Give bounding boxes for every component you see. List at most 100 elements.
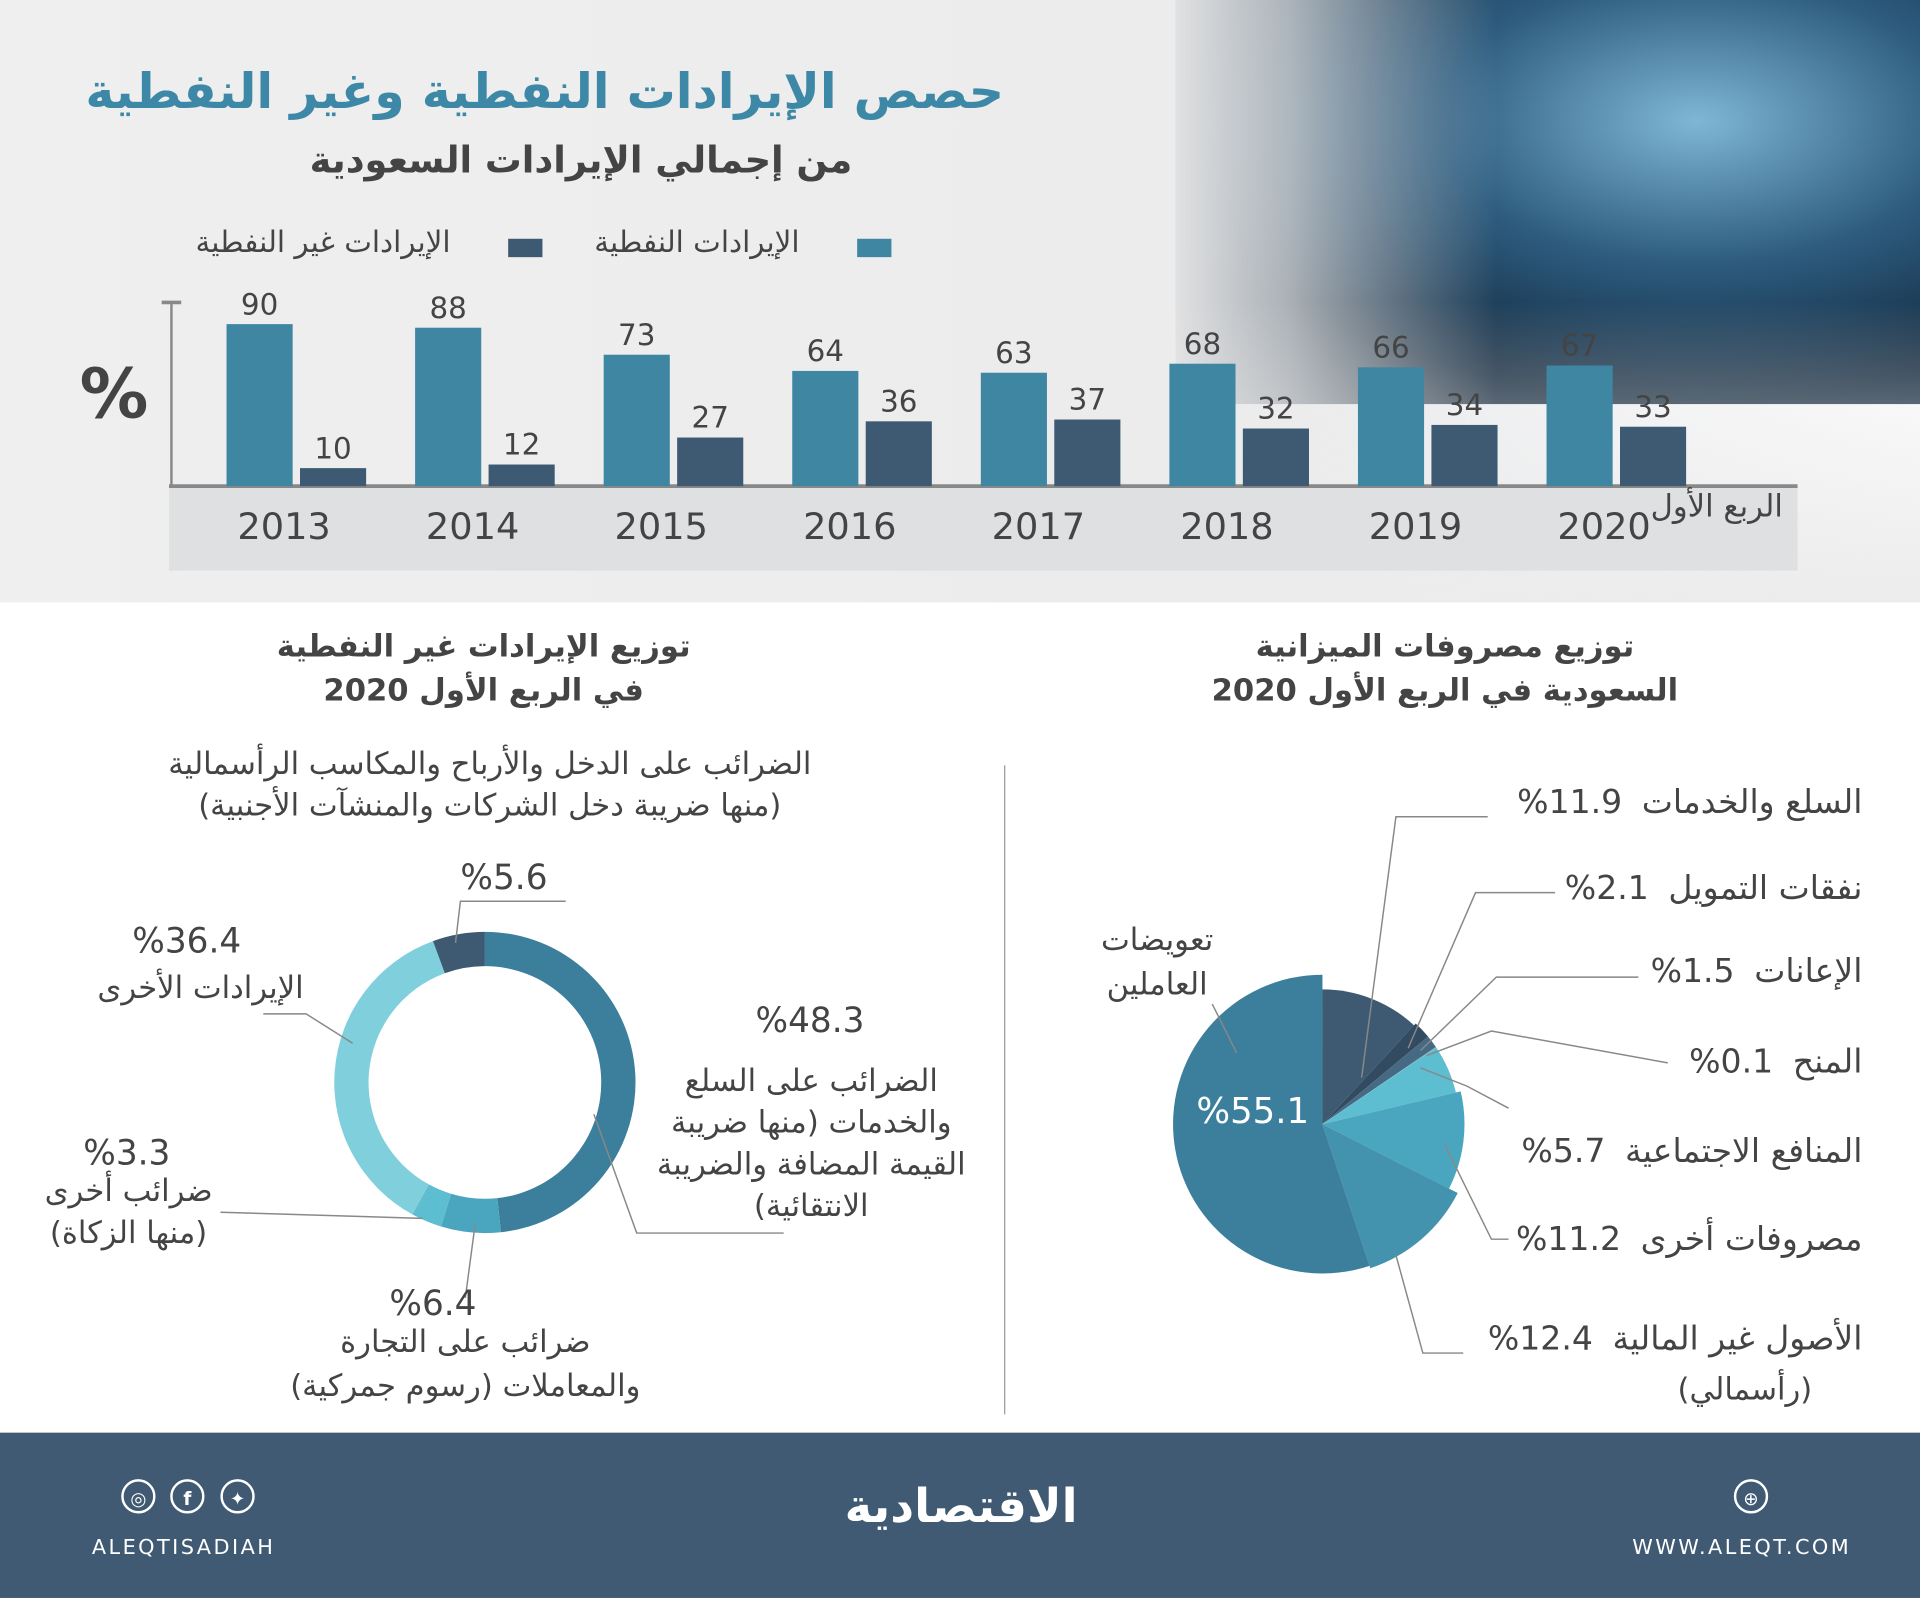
- label-income-tax-line2: (منها ضريبة دخل الشركات والمنشآت الأجنبي…: [198, 787, 782, 823]
- label-other-revenue: الإيرادات الأخرى: [97, 969, 304, 1006]
- bar-value-label: 88: [429, 291, 466, 325]
- bar-value-label: 73: [618, 318, 655, 352]
- brand-logo: الاقتصادية: [844, 1479, 1078, 1534]
- x-tick-label: 2018: [1180, 505, 1273, 548]
- bar-value-label: 10: [314, 431, 351, 465]
- pie-label-name: مصروفات أخرى: [1640, 1220, 1863, 1259]
- pie-label-value: %1.5: [1650, 952, 1735, 991]
- pie-label: نفقات التمويل %2.1: [1565, 869, 1863, 907]
- bar-value-label: 66: [1372, 331, 1409, 365]
- pie-label-name: السلع والخدمات: [1641, 783, 1863, 822]
- donut-slice: [412, 1184, 452, 1227]
- x-tick-label: 2013: [237, 505, 330, 548]
- pie-label: السلع والخدمات %11.9: [1517, 784, 1862, 822]
- pie-title-line1: توزيع مصروفات الميزانية: [1255, 628, 1635, 664]
- pie-label-value: %11.9: [1517, 783, 1623, 822]
- donut-slice: [441, 1193, 501, 1234]
- instagram-icon[interactable]: ◎: [121, 1479, 156, 1514]
- bar-value-label: 37: [1069, 383, 1106, 417]
- bar-non-oil-2019: [1431, 424, 1498, 487]
- pie-title: توزيع مصروفات الميزانية السعودية في الرب…: [1176, 624, 1715, 712]
- x-axis-note: الربع الأول: [1650, 488, 1783, 525]
- x-tick-label: 2016: [803, 505, 896, 548]
- pie-label-value: %12.4: [1487, 1320, 1593, 1358]
- bar-non-oil-2020: [1620, 426, 1687, 487]
- label-income-tax-line1: الضرائب على الدخل والأرباح والمكاسب الرأ…: [168, 745, 812, 782]
- x-tick-label: 2015: [614, 505, 707, 548]
- value-compensation: %55.1: [1196, 1089, 1310, 1132]
- bar-oil-2018: [1169, 363, 1236, 487]
- pie-label-name: الأصول غير المالية: [1612, 1320, 1863, 1358]
- pie-slice: [1322, 989, 1415, 1125]
- pie-label: مصروفات أخرى %11.2: [1516, 1221, 1862, 1259]
- bar-non-oil-2016: [865, 421, 932, 487]
- pie-label-name: المنافع الاجتماعية: [1625, 1132, 1863, 1171]
- label-compensation-line1: تعويضات: [1100, 922, 1214, 958]
- bar-value-label: 36: [880, 385, 917, 419]
- page-title: حصص الإيرادات النفطية وغير النفطية: [85, 63, 1005, 121]
- x-axis-band: [168, 487, 1798, 571]
- pie-slice: [1322, 1036, 1436, 1125]
- label-income-tax: الضرائب على الدخل والأرباح والمكاسب الرأ…: [147, 743, 833, 826]
- label-other-tax-line2: (منها الزكاة): [49, 1214, 208, 1251]
- bar-oil-2015: [603, 354, 670, 487]
- bar-oil-2019: [1357, 367, 1425, 487]
- label-trade-tax-line2: والمعاملات (رسوم جمركية): [290, 1367, 641, 1404]
- bar-value-label: 33: [1634, 390, 1671, 424]
- bar-value-label: 12: [503, 428, 540, 462]
- legend-label-oil: الإيرادات النفطية: [594, 225, 800, 260]
- pie-label: الأصول غير المالية %12.4: [1488, 1320, 1863, 1358]
- pie-charts: [220, 816, 1668, 1354]
- bar-non-oil-2015: [677, 437, 744, 487]
- donut-title-line2: في الربع الأول 2020: [323, 672, 644, 708]
- bar-chart: 90 10 2013 88 12 2014 73 27 2015 64 36 2016 63 37 2017…: [161, 287, 1798, 571]
- donut-slice: [334, 941, 445, 1215]
- bar-value-label: 64: [807, 334, 844, 368]
- label-assets-line2: (رأسمالي): [1677, 1371, 1813, 1407]
- bar-value-label: 63: [995, 336, 1032, 370]
- x-tick-label: 2019: [1369, 505, 1462, 548]
- pie-label-value: %11.2: [1515, 1220, 1622, 1259]
- pie-label: المنح %0.1: [1689, 1043, 1862, 1081]
- label-other-tax: ضرائب أخرى (منها الزكاة): [37, 1171, 221, 1254]
- label-goods-tax-line3: القيمة المضافة والضريبة: [656, 1146, 966, 1182]
- label-compensation-line2: العاملين: [1106, 966, 1208, 1002]
- pie-label: المنافع الاجتماعية %5.7: [1521, 1133, 1862, 1171]
- value-other-tax: %3.3: [83, 1132, 171, 1174]
- label-goods-tax-line4: الانتقائية): [753, 1187, 869, 1224]
- bar-oil-2020: [1546, 365, 1613, 487]
- pie-label: الإعانات %1.5: [1651, 953, 1863, 991]
- pie-slice: [1322, 1047, 1456, 1125]
- legend-swatch-oil: [857, 238, 892, 258]
- globe-icon[interactable]: ⊕: [1733, 1479, 1769, 1514]
- label-goods-tax: الضرائب على السلع والخدمات (منها ضريبة ا…: [637, 1060, 986, 1227]
- bar-oil-2017: [980, 372, 1047, 487]
- social-handle[interactable]: ALEQTISADIAH: [91, 1535, 276, 1561]
- facebook-icon[interactable]: f: [170, 1479, 205, 1514]
- bar-oil-2016: [792, 370, 859, 487]
- section-divider: [1004, 765, 1006, 1415]
- donut-slice: [484, 931, 636, 1233]
- label-compensation: تعويضات العاملين: [1078, 918, 1237, 1006]
- leader-lines: [220, 816, 1668, 1354]
- pie-slice: [1322, 1023, 1429, 1125]
- donut-title: توزيع الإيرادات غير النفطية في الربع الأ…: [220, 624, 747, 712]
- pie-label-name: المنح: [1792, 1043, 1863, 1082]
- footer: [0, 1432, 1920, 1598]
- pie-slice: [1173, 974, 1370, 1274]
- bar-oil-2013: [226, 324, 293, 487]
- value-income-tax: %5.6: [460, 857, 548, 898]
- website-link[interactable]: WWW.ALEQT.COM: [1632, 1535, 1852, 1561]
- bar-value-label: 67: [1561, 329, 1598, 363]
- bar-non-oil-2017: [1054, 419, 1121, 487]
- pie-label-name: نفقات التمويل: [1668, 869, 1863, 908]
- bar-oil-2014: [415, 327, 482, 487]
- twitter-icon[interactable]: ✦: [220, 1479, 255, 1514]
- legend-label-non-oil: الإيرادات غير النفطية: [195, 225, 451, 260]
- bar-non-oil-2014: [488, 464, 555, 487]
- pie-slice: [1322, 1124, 1458, 1269]
- x-tick-label: 2014: [426, 505, 519, 548]
- pie-label-value: %2.1: [1564, 869, 1649, 908]
- donut-slice: [432, 931, 485, 974]
